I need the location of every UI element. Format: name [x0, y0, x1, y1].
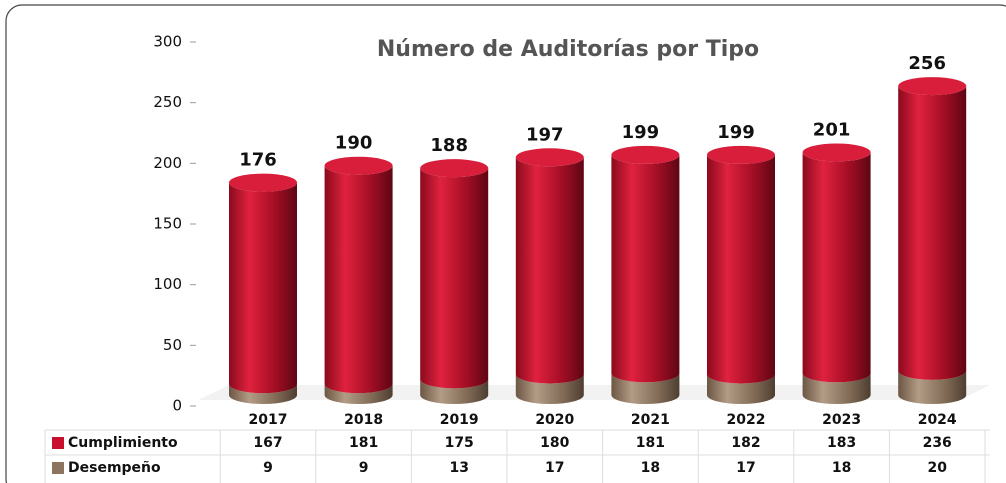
cylinder-segment: [611, 373, 680, 404]
cylinder-top: [324, 156, 393, 175]
table-value: 20: [927, 460, 947, 476]
cylinder-segment: [898, 370, 967, 404]
y-tick-label: 300: [153, 33, 182, 51]
table-value: 182: [731, 435, 760, 451]
table-value: 18: [641, 460, 660, 476]
table-value: 175: [445, 435, 474, 451]
cylinder-segment: [420, 379, 489, 404]
x-tick-label: 2017: [249, 412, 288, 428]
legend-key: [52, 462, 64, 474]
cylinder-top: [515, 148, 584, 167]
x-tick-label: 2022: [727, 412, 766, 428]
cylinder-segment: [515, 157, 584, 384]
legend-key: [52, 437, 64, 449]
x-tick-label: 2020: [535, 412, 574, 428]
table-value: 181: [349, 435, 378, 451]
cylinder-segment: [802, 152, 871, 383]
cylinder-top: [898, 77, 967, 96]
y-tick-label: 50: [163, 336, 182, 354]
cylinder-segment: [802, 373, 871, 404]
x-tick-label: 2024: [918, 412, 957, 428]
table-value: 13: [449, 460, 468, 476]
total-label: 199: [717, 122, 755, 143]
table-value: 236: [923, 435, 952, 451]
y-tick-label: 100: [153, 275, 182, 293]
table-value: 9: [359, 460, 369, 476]
table-value: 18: [832, 460, 851, 476]
cylinder-segment: [707, 154, 775, 384]
cylinder-segment: [611, 154, 680, 383]
x-tick-label: 2021: [631, 412, 670, 428]
y-tick-label: 150: [153, 215, 182, 233]
total-label: 201: [813, 119, 851, 140]
x-tick-label: 2023: [822, 412, 861, 428]
total-label: 176: [239, 150, 277, 171]
cylinder-top: [420, 159, 489, 178]
y-tick-label: 200: [153, 154, 182, 172]
cylinder-segment: [707, 374, 775, 404]
floor: [198, 385, 990, 400]
cylinder-segment: [515, 374, 584, 404]
total-label: 256: [908, 53, 946, 74]
total-label: 188: [430, 135, 468, 156]
cylinder-segment: [420, 168, 489, 389]
table-value: 17: [736, 460, 755, 476]
chart-title: Número de Auditorías por Tipo: [377, 37, 759, 62]
cylinder-segment: [229, 182, 297, 394]
total-label: 190: [335, 133, 373, 154]
x-tick-label: 2018: [344, 412, 383, 428]
legend-label: Desempeño: [68, 460, 161, 476]
y-tick-label: 250: [153, 93, 182, 111]
legend-label: Cumplimiento: [68, 435, 178, 451]
total-label: 199: [622, 122, 660, 143]
table-value: 167: [253, 435, 282, 451]
table-value: 181: [636, 435, 665, 451]
cylinder-segment: [229, 384, 297, 404]
table-value: 17: [545, 460, 564, 476]
x-tick-label: 2019: [440, 412, 479, 428]
table-value: 183: [827, 435, 856, 451]
cylinder-top: [229, 173, 297, 192]
total-label: 197: [526, 124, 564, 145]
cylinder-top: [707, 145, 775, 164]
y-tick-label: 0: [172, 397, 182, 415]
cylinder-segment: [324, 165, 393, 394]
table-value: 180: [540, 435, 569, 451]
cylinder-segment: [898, 86, 967, 380]
cylinder-top: [611, 145, 680, 164]
cylinder-top: [802, 143, 871, 162]
table-value: 9: [263, 460, 273, 476]
cylinder-segment: [324, 384, 393, 404]
